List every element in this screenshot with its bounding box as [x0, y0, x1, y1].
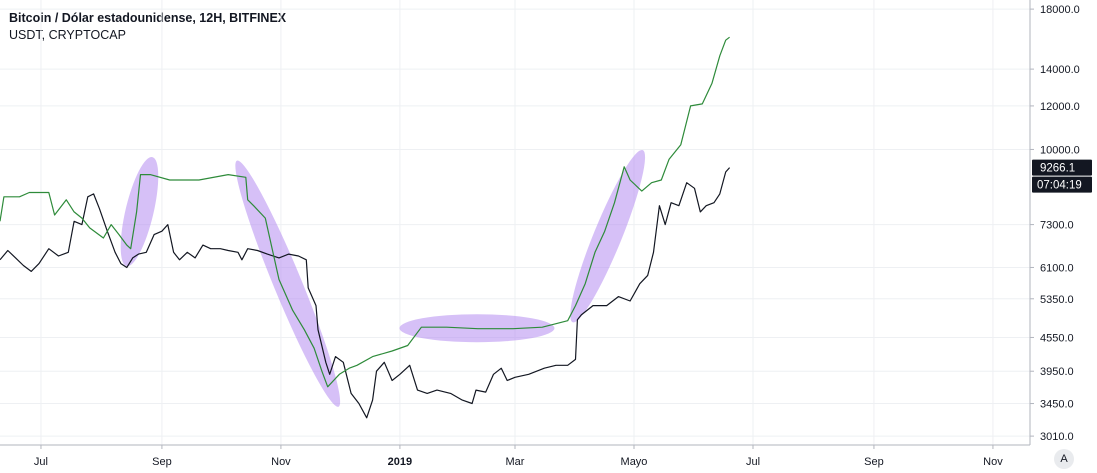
y-tick-label: 12000.0	[1040, 101, 1080, 113]
price-badge-label: 9266.1	[1040, 163, 1075, 175]
axes: Jul Sep Nov 2019 Mar Mayo Jul Sep Nov 18000.0 1400…	[0, 0, 1080, 468]
highlight-ellipse	[235, 160, 341, 407]
x-tick-label: Sep	[152, 456, 172, 468]
x-tick-label: Nov	[983, 456, 1003, 468]
series-lines	[0, 36, 731, 419]
y-tick-label: 6100.0	[1040, 262, 1074, 274]
y-tick-label: 7300.0	[1040, 220, 1074, 232]
y-tick-label: 3010.0	[1040, 431, 1074, 443]
highlight-ellipse	[570, 149, 646, 323]
btc-price-line	[0, 167, 731, 419]
auto-scale-button[interactable]: A	[1054, 449, 1074, 469]
highlight-ellipses	[120, 149, 646, 407]
countdown-badge-label: 07:04:19	[1037, 180, 1082, 192]
chart-subtitle: USDT, CRYPTOCAP	[9, 28, 126, 42]
highlight-ellipse	[120, 156, 159, 267]
chart-title: Bitcoin / Dólar estadounidense, 12H, BIT…	[9, 11, 287, 25]
y-tick-label: 3950.0	[1040, 366, 1074, 378]
grid	[0, 0, 1030, 445]
y-tick-label: 14000.0	[1040, 64, 1080, 76]
price-badges: 9266.1 07:04:19	[1032, 159, 1092, 193]
y-tick-label: 10000.0	[1040, 144, 1080, 156]
y-tick-label: 5350.0	[1040, 294, 1074, 306]
usdt-marketcap-line	[0, 36, 730, 388]
x-tick-label: Mayo	[621, 456, 648, 468]
price-badge	[1032, 159, 1092, 176]
x-tick-label: Sep	[864, 456, 884, 468]
y-tick-label: 18000.0	[1040, 4, 1080, 16]
x-tick-label: Jul	[34, 456, 48, 468]
y-tick-label: 3450.0	[1040, 399, 1074, 411]
x-tick-label: Nov	[271, 456, 291, 468]
chart-header: Bitcoin / Dólar estadounidense, 12H, BIT…	[9, 10, 286, 44]
y-tick-label: 4550.0	[1040, 332, 1074, 344]
countdown-badge	[1032, 176, 1092, 193]
x-tick-label: Jul	[746, 456, 760, 468]
x-tick-label: Mar	[506, 456, 525, 468]
x-tick-label: 2019	[388, 456, 412, 468]
